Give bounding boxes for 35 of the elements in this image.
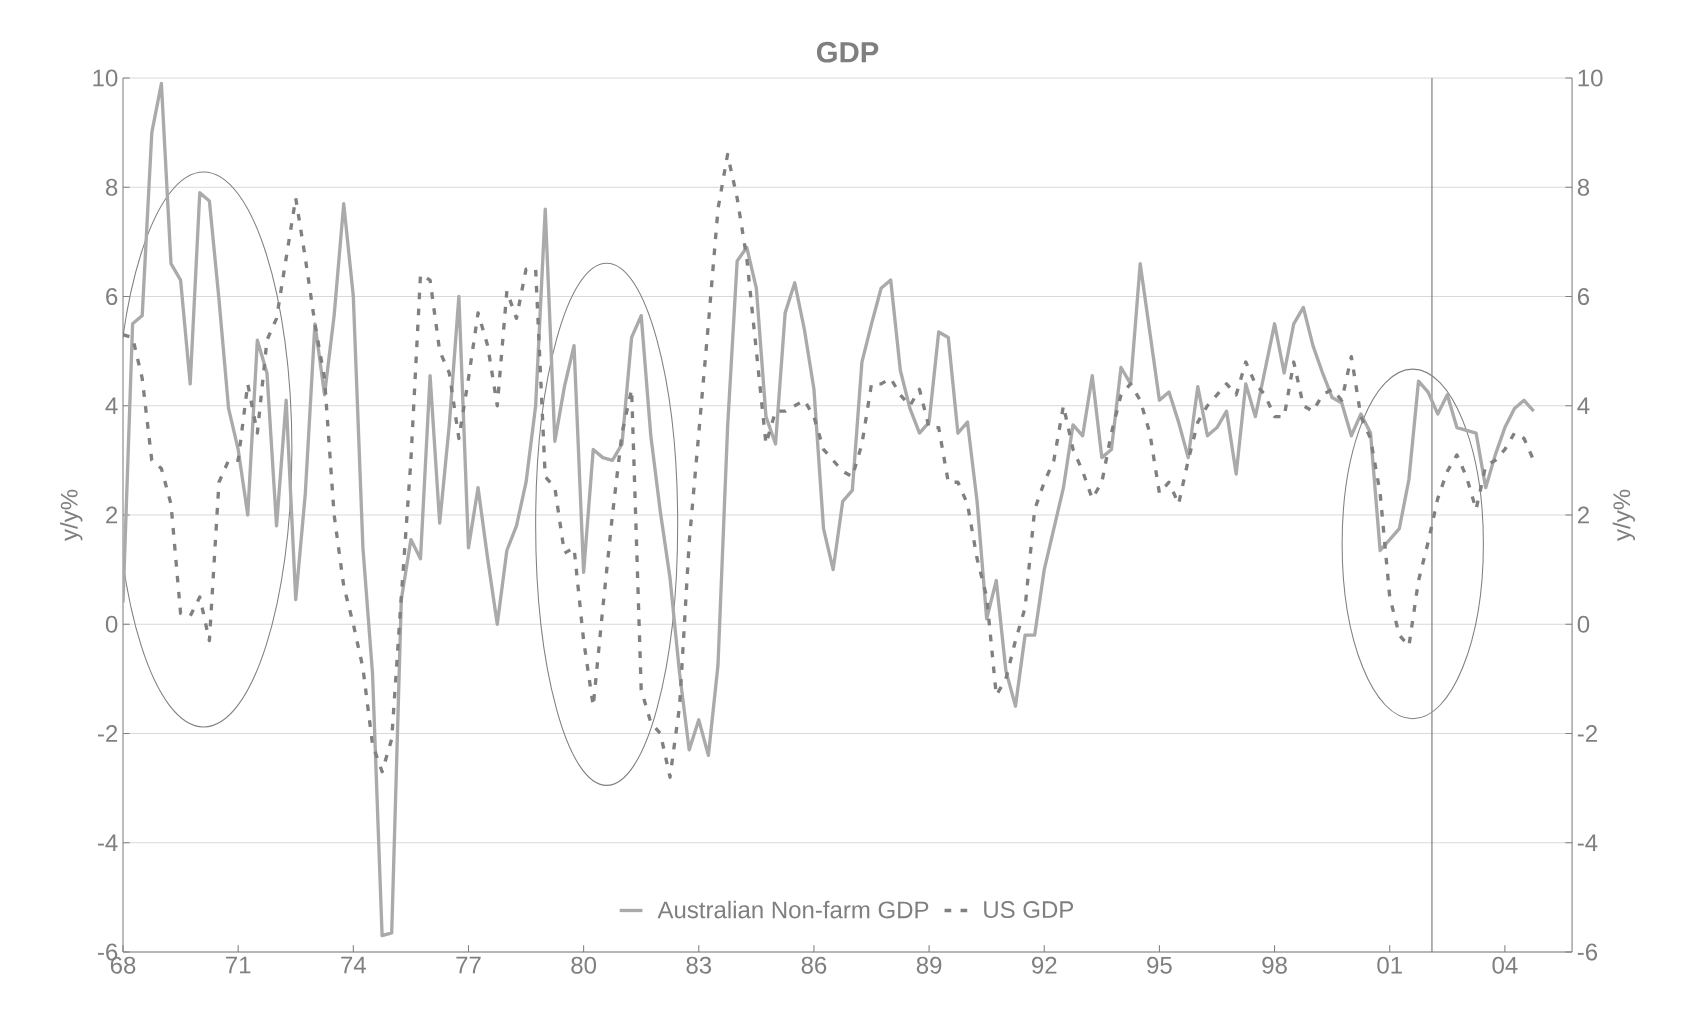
- x-tick-label: 74: [341, 956, 366, 974]
- y-axis-title: y/y%: [60, 489, 83, 541]
- y2-tick-label: -6: [1577, 943, 1598, 961]
- y-tick-label: -4: [98, 834, 118, 851]
- x-tick-label: 86: [801, 956, 827, 974]
- legend-label: Australian Non-farm GDP: [657, 900, 929, 919]
- y2-tick-label: -2: [1577, 725, 1597, 742]
- y-tick-label: 2: [106, 506, 118, 524]
- x-tick-label: 98: [1262, 956, 1287, 974]
- y2-tick-label: -4: [1577, 834, 1598, 851]
- y2-tick-label: 6: [1578, 287, 1590, 305]
- x-tick-label: 89: [916, 956, 942, 974]
- x-tick-label: 77: [456, 956, 481, 974]
- chart-title: GDP: [816, 41, 879, 63]
- y-tick-label: 10: [93, 69, 118, 87]
- y2-tick-label: 10: [1578, 69, 1603, 87]
- x-tick-label: 71: [226, 956, 251, 974]
- legend-label: US GDP: [984, 901, 1074, 919]
- line-series: [123, 81, 1536, 938]
- y2-tick-label: 8: [1577, 178, 1590, 196]
- x-tick-label: 95: [1147, 956, 1172, 974]
- y2-tick-label: 2: [1578, 506, 1589, 524]
- x-tick-label: 04: [1492, 956, 1518, 974]
- y2-tick-label: 4: [1577, 397, 1590, 414]
- y2-tick-label: 0: [1577, 615, 1590, 633]
- x-tick-label: 83: [686, 956, 712, 974]
- y-tick-label: 0: [105, 615, 118, 633]
- x-tick-label: 01: [1377, 956, 1402, 974]
- y-tick-label: 4: [105, 397, 118, 414]
- x-tick-label: 80: [571, 956, 597, 974]
- y2-axis-title: y/y%: [1612, 489, 1635, 541]
- y-tick-label: -2: [98, 725, 118, 742]
- y-tick-label: 6: [106, 287, 118, 305]
- y-tick-label: 8: [106, 178, 118, 196]
- x-tick-label: 92: [1032, 956, 1057, 974]
